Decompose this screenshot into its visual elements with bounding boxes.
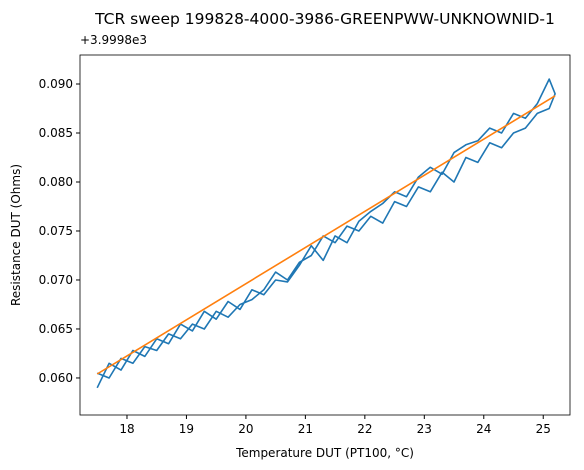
x-tick-label: 20 bbox=[238, 422, 253, 436]
chart-title: TCR sweep 199828-4000-3986-GREENPWW-UNKN… bbox=[94, 10, 555, 28]
data-line bbox=[96, 78, 556, 389]
y-tick-label: 0.060 bbox=[39, 371, 73, 385]
x-tick-label: 22 bbox=[357, 422, 372, 436]
x-tick-label: 21 bbox=[298, 422, 313, 436]
x-tick-label: 18 bbox=[119, 422, 134, 436]
y-tick-label: 0.085 bbox=[39, 126, 73, 140]
y-tick-label: 0.070 bbox=[39, 273, 73, 287]
x-tick-label: 19 bbox=[179, 422, 194, 436]
y-tick-label: 0.065 bbox=[39, 322, 73, 336]
x-tick-label: 23 bbox=[417, 422, 432, 436]
y-axis-label: Resistance DUT (Ohms) bbox=[9, 164, 23, 306]
x-axis-label: Temperature DUT (PT100, °C) bbox=[235, 446, 414, 460]
y-tick-label: 0.090 bbox=[39, 77, 73, 91]
y-tick-label: 0.080 bbox=[39, 175, 73, 189]
x-tick-label: 25 bbox=[536, 422, 551, 436]
data-line bbox=[96, 95, 556, 375]
x-tick-label: 24 bbox=[476, 422, 491, 436]
y-tick-label: 0.075 bbox=[39, 224, 73, 238]
y-offset-label: +3.9998e3 bbox=[80, 33, 147, 47]
plot-frame bbox=[79, 54, 571, 416]
